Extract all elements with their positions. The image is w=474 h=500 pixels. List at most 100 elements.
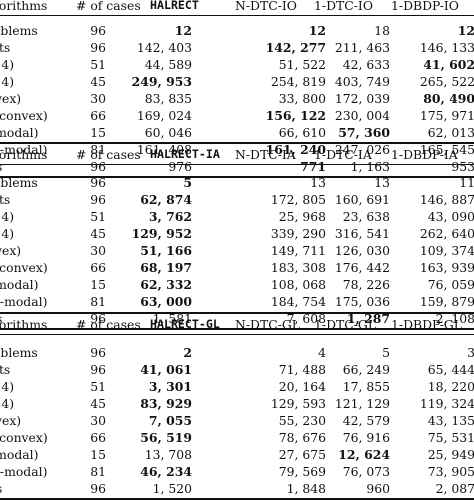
table-header-row: lgorithms # of cases HALRECT-IA N-DTC-IA 1-D… [0, 146, 474, 163]
table-cell: 27, 675 [278, 447, 326, 463]
table-cell: 25, 949 [427, 447, 474, 463]
row-label: ≤ 4) [0, 57, 15, 73]
table-cell: 119, 324 [419, 396, 474, 412]
row-label: > 4) [0, 74, 15, 90]
table-cell: 62, 013 [427, 125, 474, 141]
table-cell: 30 [90, 91, 106, 107]
header-algorithms: lgorithms [0, 317, 48, 332]
column-header: HALRECT-IA [150, 147, 220, 161]
table-cell: 62, 874 [140, 192, 192, 208]
table-cell: 1, 287 [346, 311, 390, 327]
table-cell: 247, 026 [334, 142, 390, 158]
table-cell: 126, 030 [334, 243, 390, 259]
table-cell: 1, 520 [152, 481, 192, 497]
table-cell: 17, 855 [342, 379, 390, 395]
table-cell: 953 [451, 159, 474, 175]
column-header: HALRECT [150, 0, 199, 12]
table-row: roblems 96 12 12 18 12 [0, 22, 474, 39]
table-row: ults 96 62, 874 172, 805 160, 691 146, 887 [0, 191, 474, 208]
table-row: ≤ 4) 51 3, 762 25, 968 23, 638 43, 090 [0, 208, 474, 225]
table-row: n-convex) 66 56, 519 78, 676 76, 916 75, 531 [0, 429, 474, 446]
table-cell: 172, 039 [334, 91, 390, 107]
table-cell: 7, 055 [148, 413, 192, 429]
table-cell: 249, 953 [131, 74, 192, 90]
table-cell: 83, 835 [144, 91, 192, 107]
table-cell: 71, 488 [278, 362, 326, 378]
row-label: lti-modal) [0, 294, 48, 310]
column-header: N-DTC-IO [235, 0, 297, 13]
column-header: 1-DTC-GL [314, 317, 377, 332]
table-cell: 96 [90, 23, 106, 38]
table-cell: 1, 163 [350, 159, 390, 175]
row-label: i-modal) [0, 447, 39, 463]
table-cell: 15 [90, 277, 106, 293]
table-cell: 3, 762 [148, 209, 192, 225]
table-cell: 23, 638 [342, 209, 390, 225]
table-cell: 176, 442 [334, 260, 390, 276]
row-label: roblems [0, 23, 38, 38]
table-cell: 43, 090 [427, 209, 474, 225]
table-cell: 78, 676 [278, 430, 326, 446]
table-row: > 4) 45 249, 953 254, 819 403, 749 265, 522 [0, 73, 474, 90]
table-cell: 183, 308 [270, 260, 326, 276]
table-row: ≤ 4) 51 3, 301 20, 164 17, 855 18, 220 [0, 378, 474, 395]
column-header: 1-DBDP-IO [391, 0, 459, 13]
table-cell: 66 [90, 430, 106, 446]
table-cell: 96 [90, 311, 106, 327]
table-cell: 56, 519 [140, 430, 192, 446]
table-cell: 2 [183, 345, 192, 360]
table-cell: 2, 108 [435, 311, 474, 327]
table-cell: 121, 129 [334, 396, 390, 412]
table-cell: 66 [90, 260, 106, 276]
column-header: # of cases [76, 317, 141, 332]
table-cell: 163, 939 [419, 260, 474, 276]
table-cell: 96 [90, 345, 106, 360]
table-cell: 3, 301 [148, 379, 192, 395]
table-cell: 403, 749 [334, 74, 390, 90]
row-label: roblems [0, 345, 38, 360]
table-cell: 142, 403 [136, 40, 192, 56]
table-row: > 4) 45 83, 929 129, 593 121, 129 119, 324 [0, 395, 474, 412]
header-rule [0, 164, 474, 165]
row-label: n-convex) [0, 430, 48, 446]
table-cell: 161, 240 [265, 142, 326, 158]
table-cell: 62, 332 [140, 277, 192, 293]
table-cell: 43, 135 [427, 413, 474, 429]
table-cell: 15 [90, 447, 106, 463]
table-row: nvex) 30 7, 055 55, 230 42, 579 43, 135 [0, 412, 474, 429]
table-cell: 771 [300, 159, 326, 175]
table-cell: 165, 545 [419, 142, 474, 158]
table-cell: 184, 754 [270, 294, 326, 310]
row-label: nvex) [0, 413, 22, 429]
table-row: lts 96 1, 520 1, 848 960 2, 087 [0, 480, 474, 497]
table-cell: 65, 444 [427, 362, 474, 378]
table-header-row: lgorithms # of cases HALRECT-GL N-DTC-GL 1-D… [0, 316, 474, 333]
table-row: roblems 96 2 4 5 3 [0, 344, 474, 361]
table-cell: 96 [90, 481, 106, 497]
table-cell: 18, 220 [427, 379, 474, 395]
table-cell: 41, 061 [140, 362, 192, 378]
column-header: 1-DBDP-IA [391, 147, 458, 162]
table-top-rule [0, 312, 474, 314]
table-row: > 4) 45 129, 952 339, 290 316, 541 262, 640 [0, 225, 474, 242]
table-row: n-convex) 66 68, 197 183, 308 176, 442 163, 9… [0, 259, 474, 276]
table-cell: 51 [90, 209, 106, 225]
table-cell: 7, 608 [286, 311, 326, 327]
table-cell: 1, 848 [286, 481, 326, 497]
table-cell: 76, 059 [427, 277, 474, 293]
table-cell: 12 [457, 23, 474, 38]
table-cell: 12 [308, 23, 326, 38]
table-cell: 76, 073 [342, 464, 390, 480]
table-cell: 160, 691 [334, 192, 390, 208]
table-cell: 51, 166 [140, 243, 192, 259]
table-cell: 76, 916 [342, 430, 390, 446]
table-cell: 66, 249 [342, 362, 390, 378]
table-cell: 78, 226 [342, 277, 390, 293]
row-label: lts [0, 310, 2, 327]
table-cell: 976 [168, 159, 192, 175]
table-row: lti-modal) 81 46, 234 79, 569 76, 073 73, 905 [0, 463, 474, 480]
table-cell: 96 [90, 192, 106, 208]
table-cell: 30 [90, 413, 106, 429]
table-cell: 44, 589 [144, 57, 192, 73]
